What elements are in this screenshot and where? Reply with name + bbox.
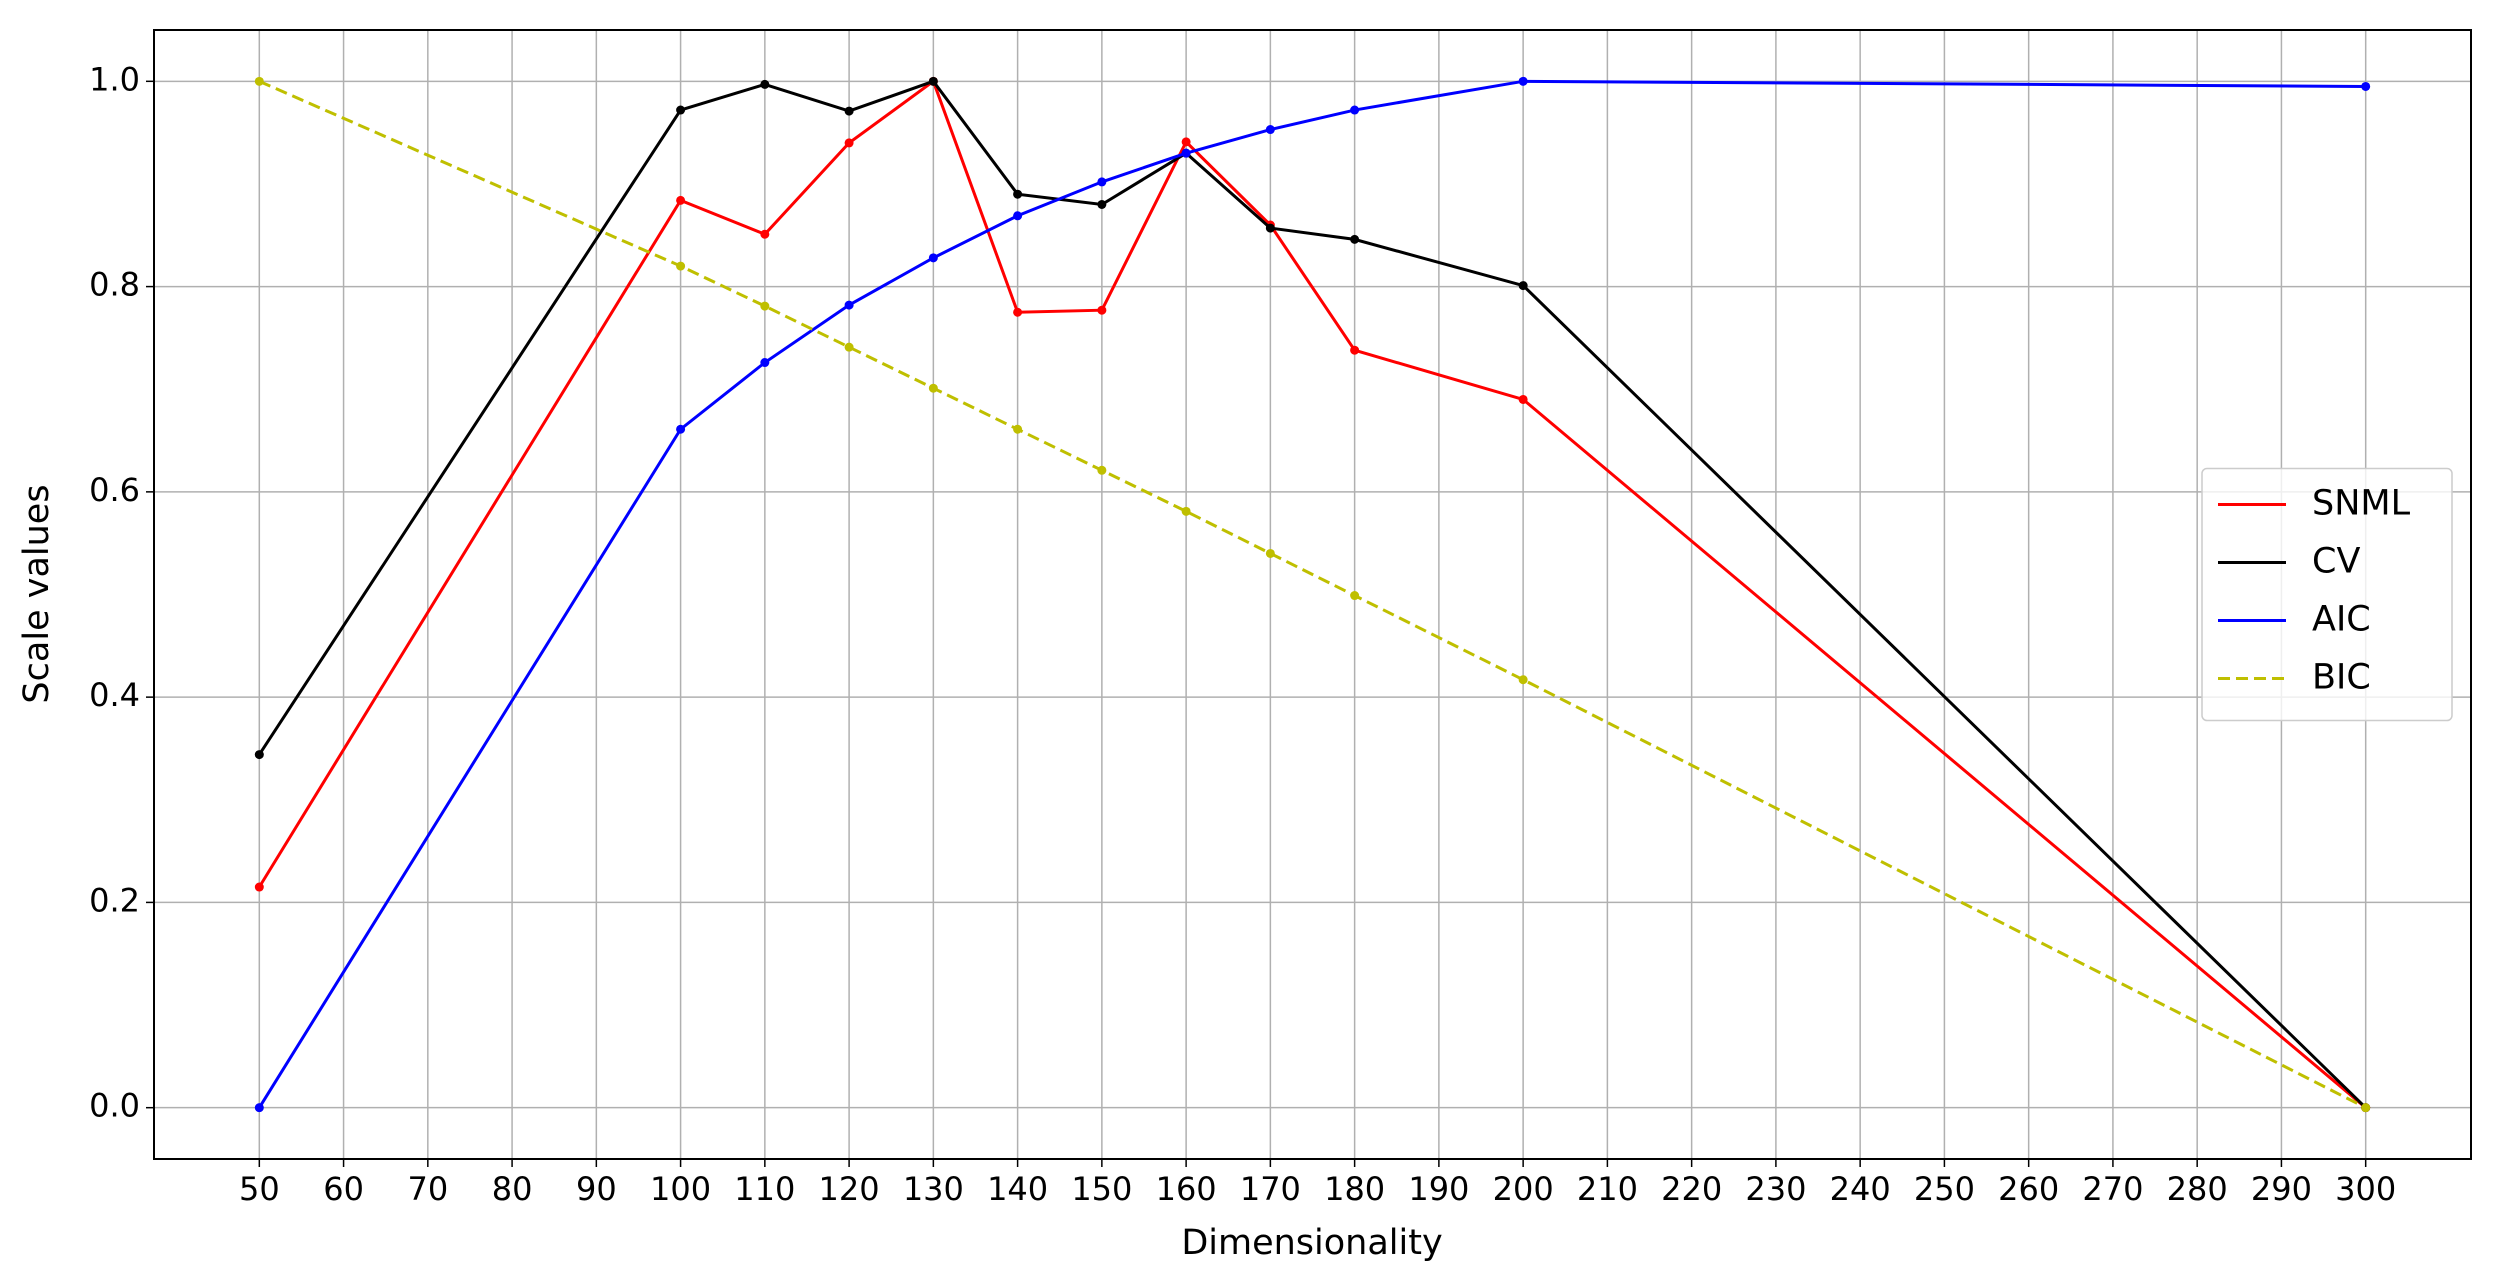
x-tick-label: 280 <box>2167 1170 2228 1208</box>
point <box>1265 548 1275 558</box>
x-axis-label: Dimensionality <box>1181 1223 1442 1263</box>
series-line <box>258 79 2367 1110</box>
x-tick-label: 120 <box>819 1170 880 1208</box>
x-tick-label: 300 <box>2335 1170 2396 1208</box>
point <box>1097 199 1107 209</box>
point <box>760 79 770 89</box>
series-line <box>258 79 2366 1109</box>
x-tick-label: 160 <box>1156 1170 1217 1208</box>
x-tick-label: 230 <box>1745 1170 1806 1208</box>
point <box>844 138 854 148</box>
point <box>760 358 770 368</box>
x-tick-label: 50 <box>239 1170 280 1208</box>
point <box>1013 307 1023 317</box>
point <box>254 76 264 86</box>
point <box>676 424 686 434</box>
y-tick-label: 0.0 <box>89 1087 140 1125</box>
x-tick-label: 220 <box>1661 1170 1722 1208</box>
y-tick-label: 0.4 <box>89 676 140 714</box>
point <box>928 383 938 393</box>
point <box>1265 125 1275 135</box>
x-tick-label: 200 <box>1493 1170 1554 1208</box>
legend-label: CV <box>2312 542 2360 582</box>
point <box>928 76 938 86</box>
x-tick-label: 260 <box>1998 1170 2059 1208</box>
point <box>928 253 938 263</box>
x-tick-label: 130 <box>903 1170 964 1208</box>
point <box>844 300 854 310</box>
y-axis-label: Scale values <box>17 484 57 703</box>
x-tick-label: 290 <box>2251 1170 2312 1208</box>
x-tick-label: 210 <box>1577 1170 1638 1208</box>
point <box>1013 424 1023 434</box>
point <box>1181 137 1191 147</box>
point <box>844 342 854 352</box>
x-tick-label: 100 <box>650 1170 711 1208</box>
point <box>2361 81 2371 91</box>
point <box>676 105 686 115</box>
point <box>1518 394 1528 404</box>
point <box>1013 189 1023 199</box>
point <box>1350 234 1360 244</box>
x-tick-label: 110 <box>734 1170 795 1208</box>
x-tick-label: 80 <box>492 1170 533 1208</box>
point <box>1518 76 1528 86</box>
point <box>1181 148 1191 158</box>
x-tick-label: 190 <box>1408 1170 1469 1208</box>
point <box>760 229 770 239</box>
point <box>1097 465 1107 475</box>
x-tick-label: 250 <box>1914 1170 1975 1208</box>
point <box>1181 506 1191 516</box>
point <box>1518 281 1528 291</box>
point <box>676 195 686 205</box>
y-tick-label: 1.0 <box>89 60 140 98</box>
x-tick-label: 180 <box>1324 1170 1385 1208</box>
legend-label: SNML <box>2312 484 2411 524</box>
point <box>1097 305 1107 315</box>
point <box>1518 675 1528 685</box>
point <box>254 882 264 892</box>
x-tick-label: 60 <box>323 1170 364 1208</box>
x-tick-label: 140 <box>987 1170 1048 1208</box>
legend-label: BIC <box>2312 658 2371 698</box>
legend-label: AIC <box>2312 600 2371 640</box>
x-tick-label: 70 <box>407 1170 448 1208</box>
point <box>1097 177 1107 187</box>
point <box>760 301 770 311</box>
x-tick-label: 270 <box>2082 1170 2143 1208</box>
plot-frame <box>153 29 2472 1160</box>
point <box>844 106 854 116</box>
point <box>254 1103 264 1113</box>
point <box>254 750 264 760</box>
y-tick-label: 0.2 <box>89 881 140 919</box>
series-line <box>258 78 2367 1109</box>
series-line <box>258 79 2367 1109</box>
legend-box <box>2201 467 2453 722</box>
point <box>1013 211 1023 221</box>
x-tick-label: 90 <box>576 1170 617 1208</box>
point <box>676 261 686 271</box>
point <box>1350 345 1360 355</box>
x-tick-label: 240 <box>1830 1170 1891 1208</box>
x-tick-label: 150 <box>1071 1170 1132 1208</box>
y-tick-label: 0.6 <box>89 471 140 509</box>
point <box>1265 223 1275 233</box>
point <box>2361 1103 2371 1113</box>
x-tick-label: 170 <box>1240 1170 1301 1208</box>
point <box>1350 105 1360 115</box>
point <box>1350 591 1360 601</box>
y-tick-label: 0.8 <box>89 266 140 304</box>
